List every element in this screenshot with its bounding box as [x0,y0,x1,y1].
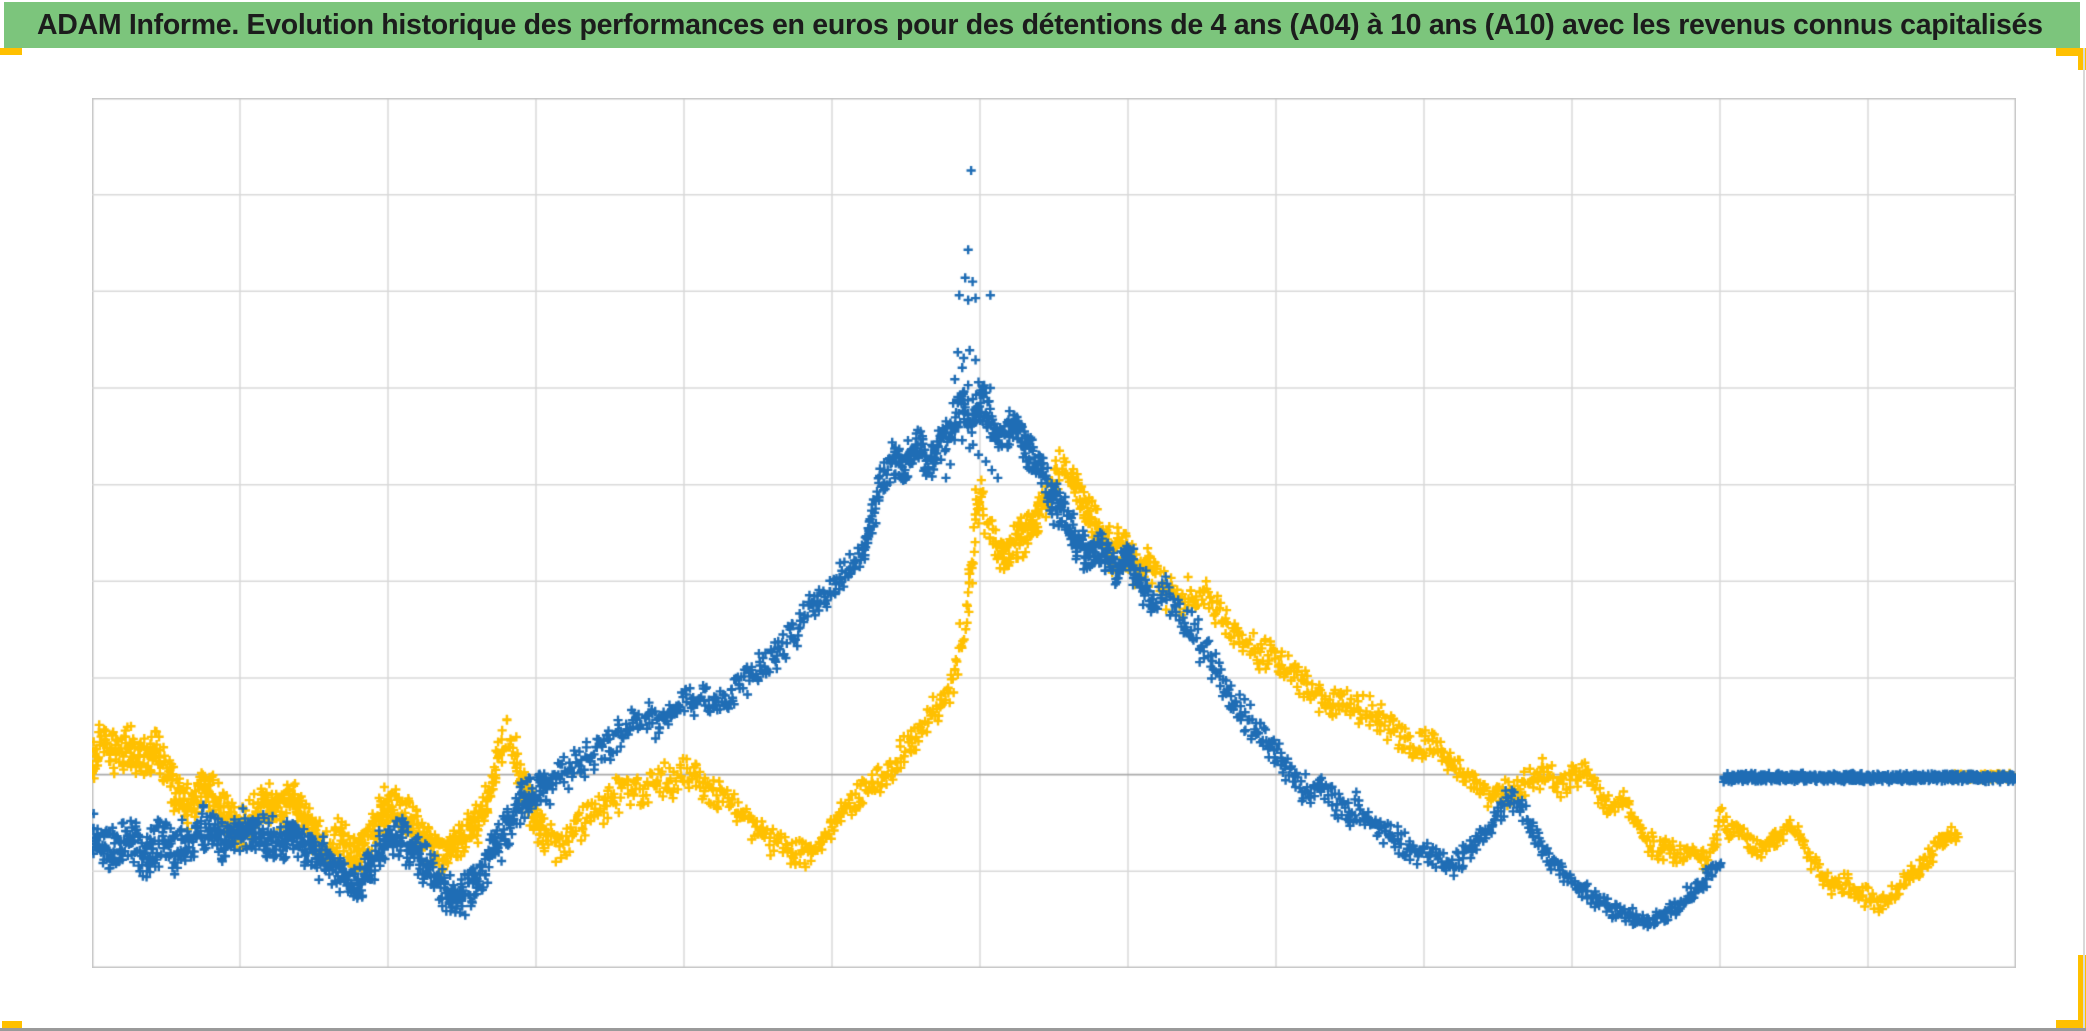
accent-top-right-vertical [2078,48,2086,70]
accent-bottom-right-horizontal [2056,1020,2086,1028]
report-title: ADAM Informe. Evolution historique des p… [37,8,2043,41]
bottom-border [0,1028,2086,1031]
accent-top-left [0,48,22,55]
title-bar: ADAM Informe. Evolution historique des p… [4,2,2080,48]
accent-bottom-left [2,1021,22,1028]
accent-bottom-right-vertical [2078,955,2086,1028]
performance-scatter-chart [92,98,2016,968]
chart-area [92,98,2016,968]
right-edge-divider [2083,48,2085,1028]
accent-top-right-horizontal [2056,48,2086,56]
